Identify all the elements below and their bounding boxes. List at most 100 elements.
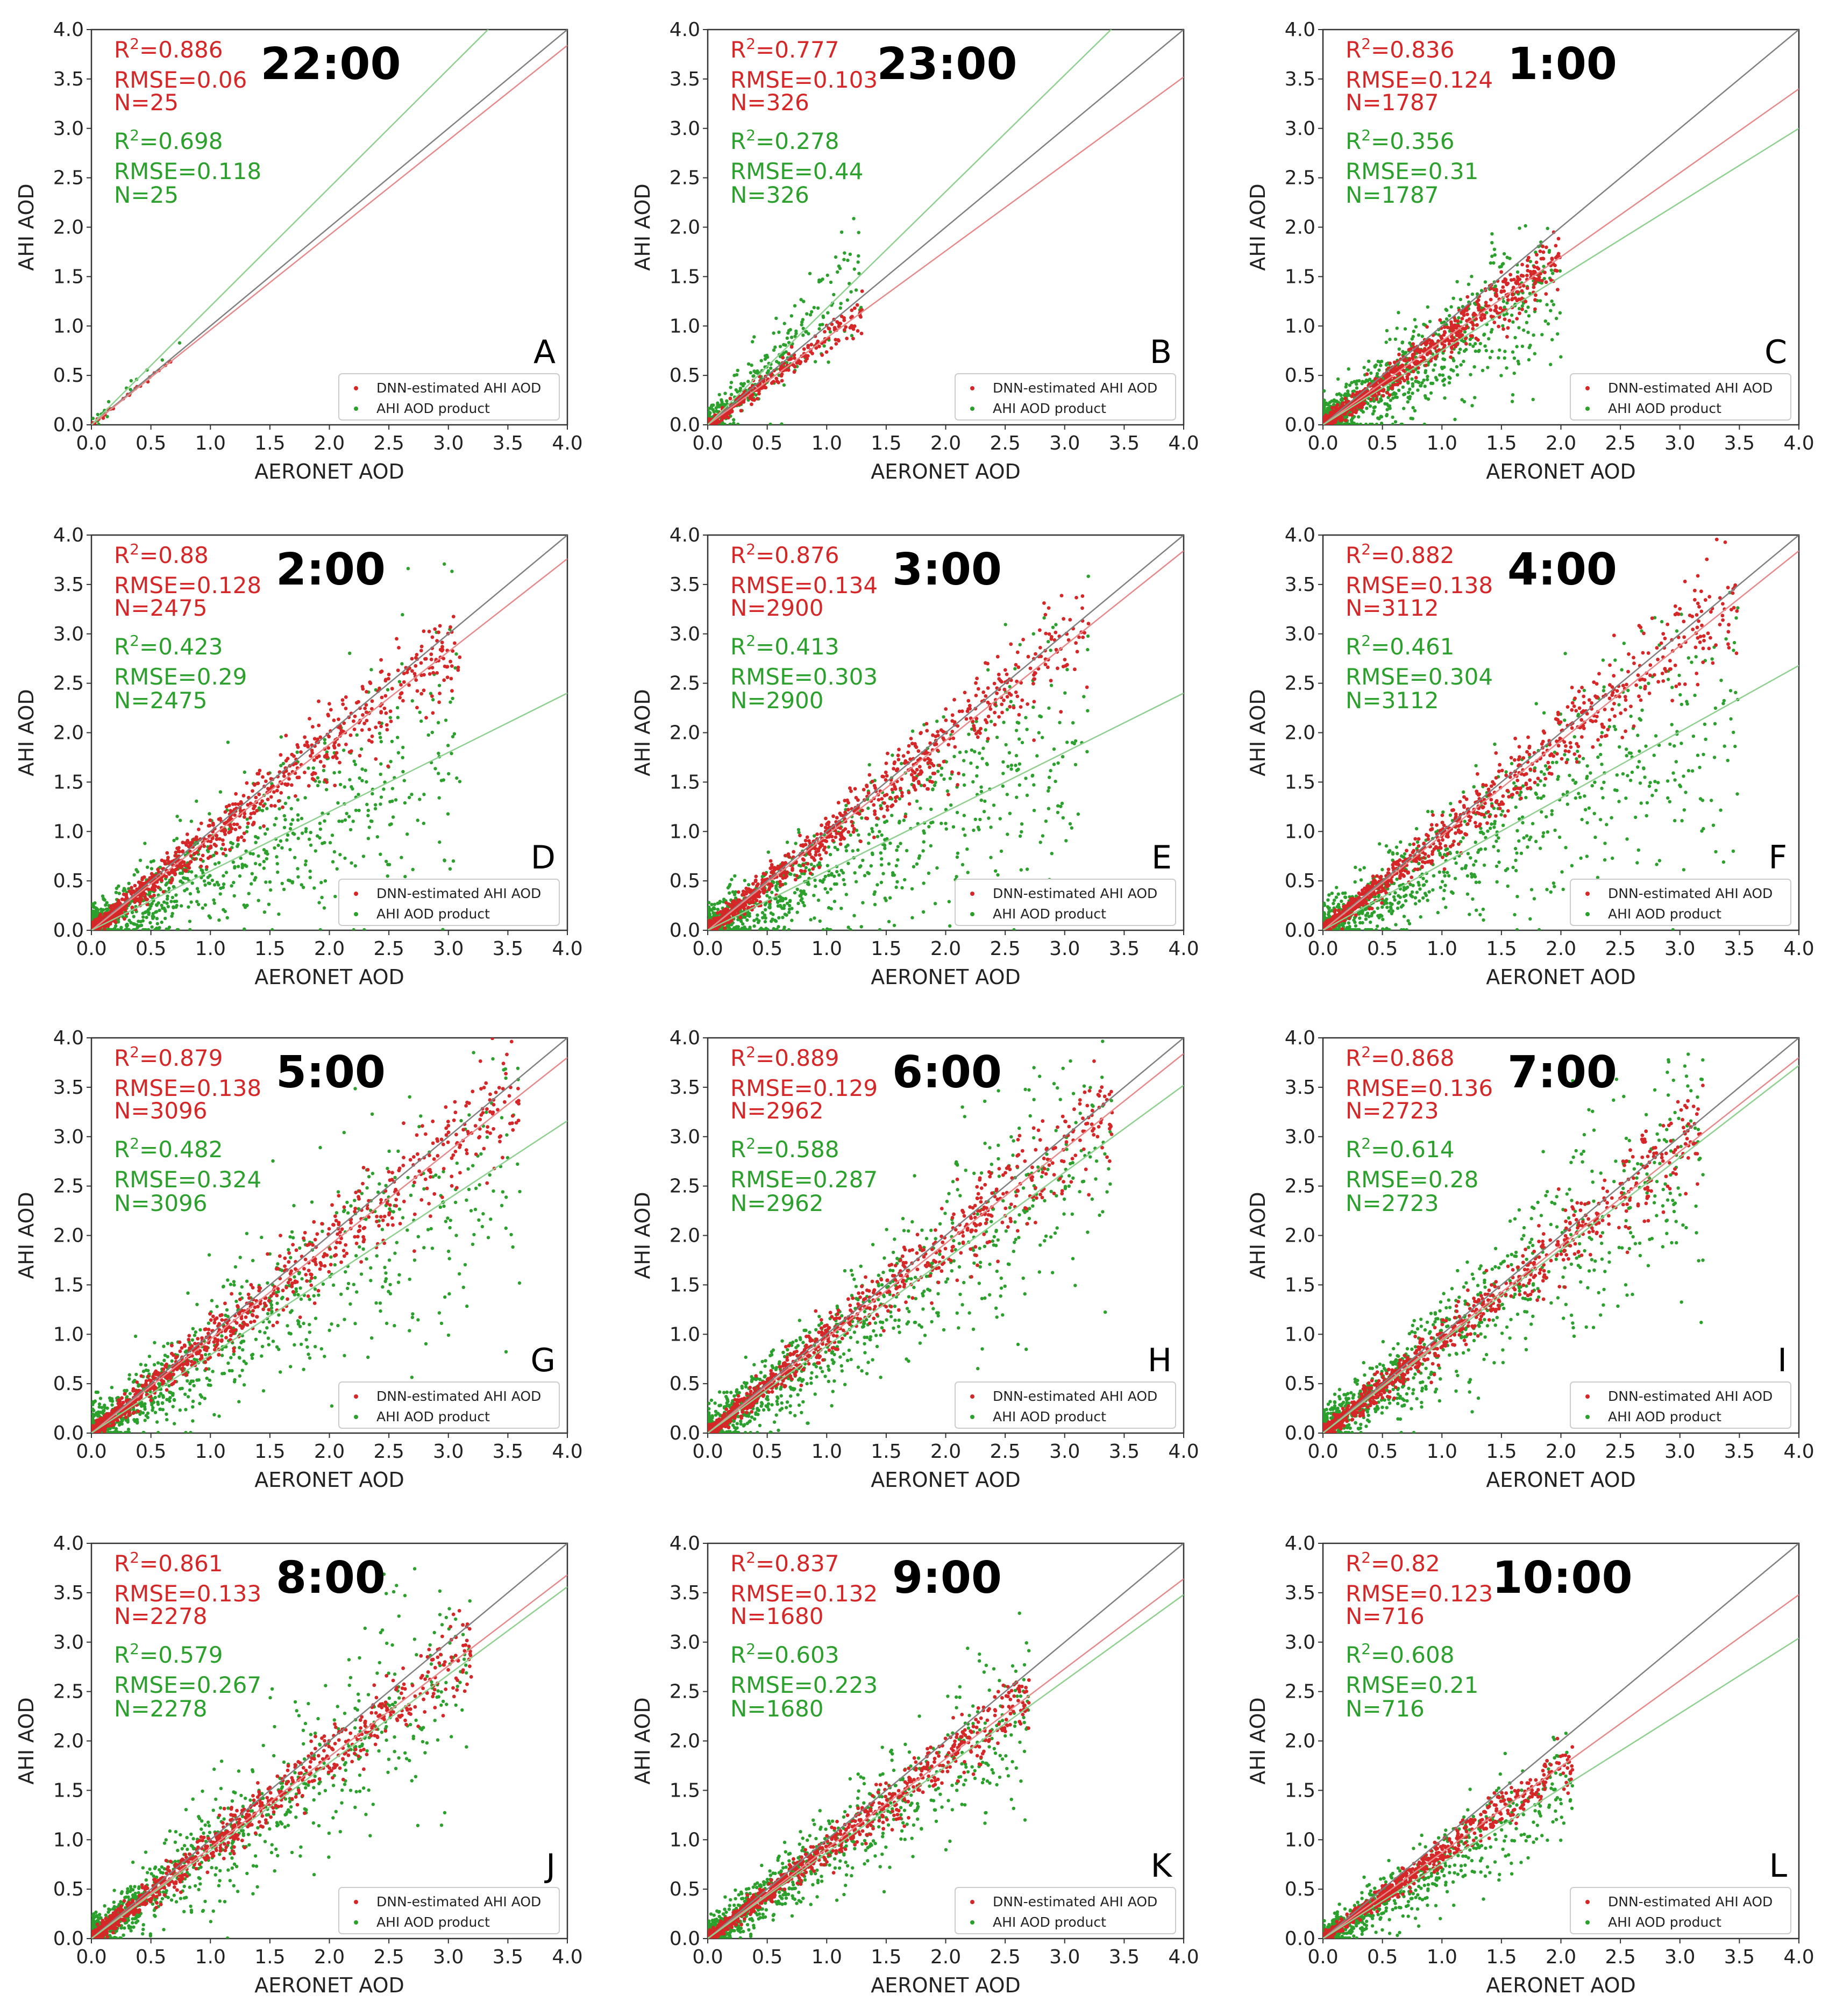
dnn-point	[349, 749, 353, 753]
product-point	[323, 879, 328, 883]
dnn-point	[430, 635, 435, 639]
product-point	[1515, 270, 1520, 274]
product-point	[118, 928, 123, 930]
dnn-point	[352, 719, 355, 723]
product-point	[729, 386, 732, 389]
dnn-point	[252, 811, 257, 815]
product-point	[1511, 320, 1515, 324]
dnn-point	[859, 331, 864, 336]
one-to-one-line	[91, 30, 567, 425]
dnn-point	[1499, 270, 1504, 274]
dnn-point	[162, 859, 166, 864]
product-point	[258, 863, 262, 867]
product-point	[154, 903, 159, 907]
product-fit-line	[91, 30, 489, 425]
dnn-point	[221, 852, 225, 856]
dnn-point	[1535, 253, 1539, 257]
dnn-point	[241, 794, 246, 798]
product-point	[162, 900, 166, 904]
y-tick-label: 3.5	[670, 574, 700, 596]
legend-product-marker	[354, 407, 358, 411]
product-point	[896, 858, 900, 862]
dnn-point	[249, 811, 253, 816]
dnn-point	[438, 692, 442, 695]
product-point	[401, 745, 405, 750]
product-point	[962, 827, 965, 831]
dnn-point	[385, 728, 389, 732]
legend-box	[1570, 373, 1791, 421]
dnn-point	[183, 863, 187, 867]
legend-product-marker	[1585, 407, 1590, 411]
dnn-point	[1333, 405, 1337, 410]
dnn-point	[367, 728, 372, 731]
product-point	[1350, 381, 1354, 384]
dnn-point	[1518, 311, 1521, 316]
x-tick-label: 2.5	[990, 938, 1020, 960]
dnn-point	[1556, 237, 1561, 241]
product-point	[1365, 407, 1369, 410]
product-point	[1503, 305, 1506, 309]
product-point	[736, 422, 740, 425]
product-point	[286, 833, 290, 837]
product-point	[453, 666, 457, 670]
product-point	[1379, 364, 1383, 367]
dnn-point	[335, 756, 339, 760]
product-point	[1527, 358, 1531, 362]
product-point	[1377, 368, 1381, 372]
product-point	[1501, 324, 1505, 328]
product-point	[450, 752, 453, 756]
dnn-point	[151, 886, 154, 890]
dnn-point	[145, 897, 149, 901]
dnn-point	[333, 783, 337, 788]
dnn-point	[1465, 325, 1469, 329]
dnn-point	[780, 379, 784, 383]
product-point	[1372, 399, 1376, 403]
dnn-point	[173, 853, 177, 858]
dnn-point	[379, 724, 383, 729]
product-point	[1379, 398, 1383, 402]
product-point	[1499, 374, 1503, 377]
product-point	[454, 652, 458, 656]
product-point	[1462, 400, 1467, 404]
y-tick-label: 3.5	[53, 574, 84, 596]
product-point	[116, 920, 120, 924]
dnn-point	[814, 346, 819, 350]
product-point	[437, 751, 440, 756]
dnn-point	[1476, 298, 1481, 302]
product-point	[874, 823, 879, 827]
dnn-point	[1532, 285, 1536, 289]
product-point	[308, 837, 311, 841]
product-point	[1035, 754, 1039, 758]
product-point	[721, 402, 725, 406]
product-point	[1473, 396, 1477, 400]
product-point	[1048, 775, 1051, 779]
dnn-point	[844, 325, 848, 329]
product-point	[279, 764, 283, 767]
product-point	[1503, 350, 1507, 353]
dnn-point	[407, 683, 411, 687]
product-point	[386, 688, 390, 692]
dnn-point	[344, 707, 348, 710]
product-point	[296, 818, 300, 822]
product-point	[388, 716, 392, 720]
dnn-point	[727, 411, 731, 416]
dnn-point	[344, 695, 348, 699]
dnn-point	[380, 669, 384, 673]
product-point	[1344, 385, 1348, 389]
product-point	[772, 331, 775, 335]
product-point	[732, 421, 736, 425]
dnn-point	[1407, 348, 1411, 352]
dnn-point	[114, 911, 118, 916]
product-point	[1350, 419, 1354, 423]
dnn-point	[788, 357, 792, 361]
dnn-point	[431, 711, 435, 715]
x-tick-label: 1.5	[1486, 432, 1517, 454]
y-tick-label: 0.5	[670, 365, 700, 387]
product-point	[165, 897, 169, 901]
product-point	[828, 330, 832, 334]
product-point	[940, 766, 944, 770]
legend-dnn-marker	[354, 386, 358, 390]
product-point	[229, 840, 233, 845]
product-point	[343, 785, 346, 789]
dnn-point	[419, 692, 424, 696]
